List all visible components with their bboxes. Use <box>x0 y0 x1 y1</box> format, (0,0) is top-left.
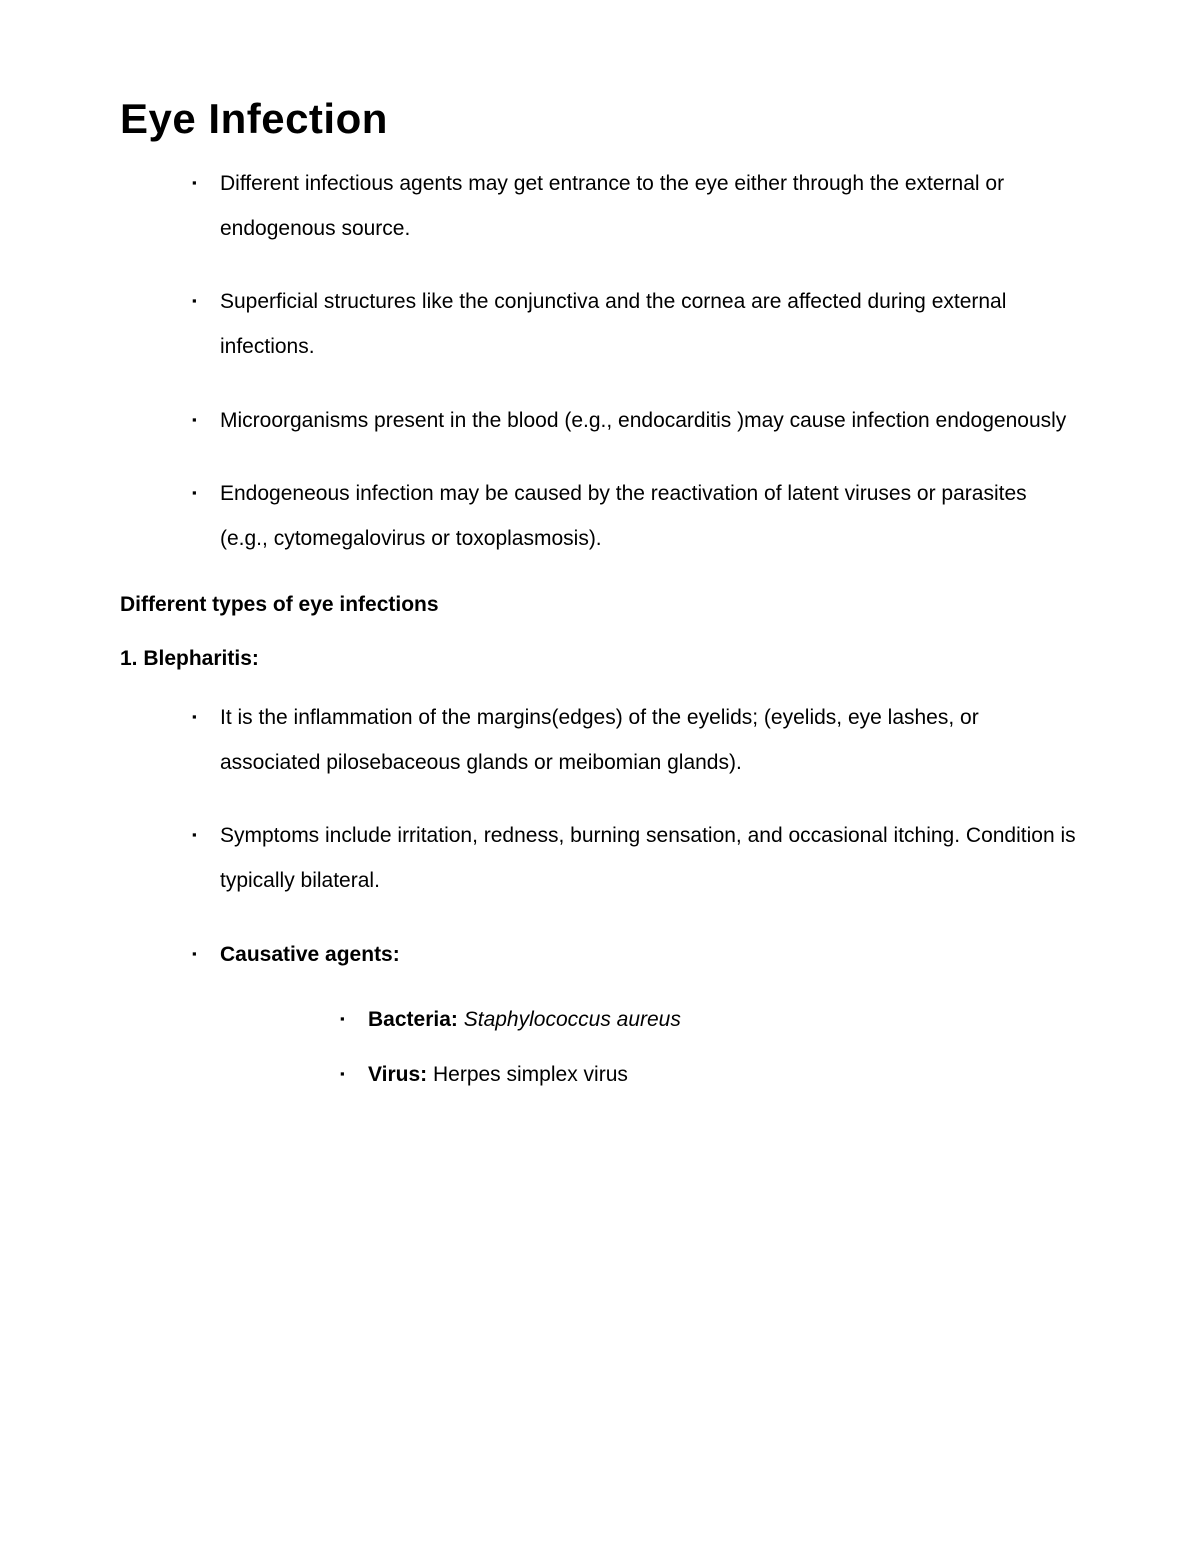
agent-bacteria: Bacteria: Staphylococcus aureus <box>340 1001 1080 1039</box>
blepharitis-heading: 1. Blepharitis: <box>120 647 1080 671</box>
blepharitis-item: It is the inflammation of the margins(ed… <box>192 695 1080 785</box>
intro-list: Different infectious agents may get entr… <box>120 161 1080 561</box>
causative-label: Causative agents: <box>220 943 400 966</box>
page-title: Eye Infection <box>120 95 1080 143</box>
virus-label: Virus: <box>368 1063 427 1086</box>
intro-item: Different infectious agents may get entr… <box>192 161 1080 251</box>
agents-list: Bacteria: Staphylococcus aureus Virus: H… <box>220 1001 1080 1095</box>
bacteria-value: Staphylococcus aureus <box>464 1008 681 1031</box>
virus-value: Herpes simplex virus <box>433 1063 628 1086</box>
causative-agents-item: Causative agents: Bacteria: Staphylococc… <box>192 932 1080 1095</box>
section-heading: Different types of eye infections <box>120 593 1080 617</box>
intro-item: Endogeneous infection may be caused by t… <box>192 471 1080 561</box>
intro-item: Superficial structures like the conjunct… <box>192 279 1080 369</box>
blepharitis-item: Symptoms include irritation, redness, bu… <box>192 813 1080 903</box>
intro-item: Microorganisms present in the blood (e.g… <box>192 398 1080 443</box>
bacteria-label: Bacteria: <box>368 1008 458 1031</box>
agent-virus: Virus: Herpes simplex virus <box>340 1056 1080 1094</box>
blepharitis-list: It is the inflammation of the margins(ed… <box>120 695 1080 1094</box>
